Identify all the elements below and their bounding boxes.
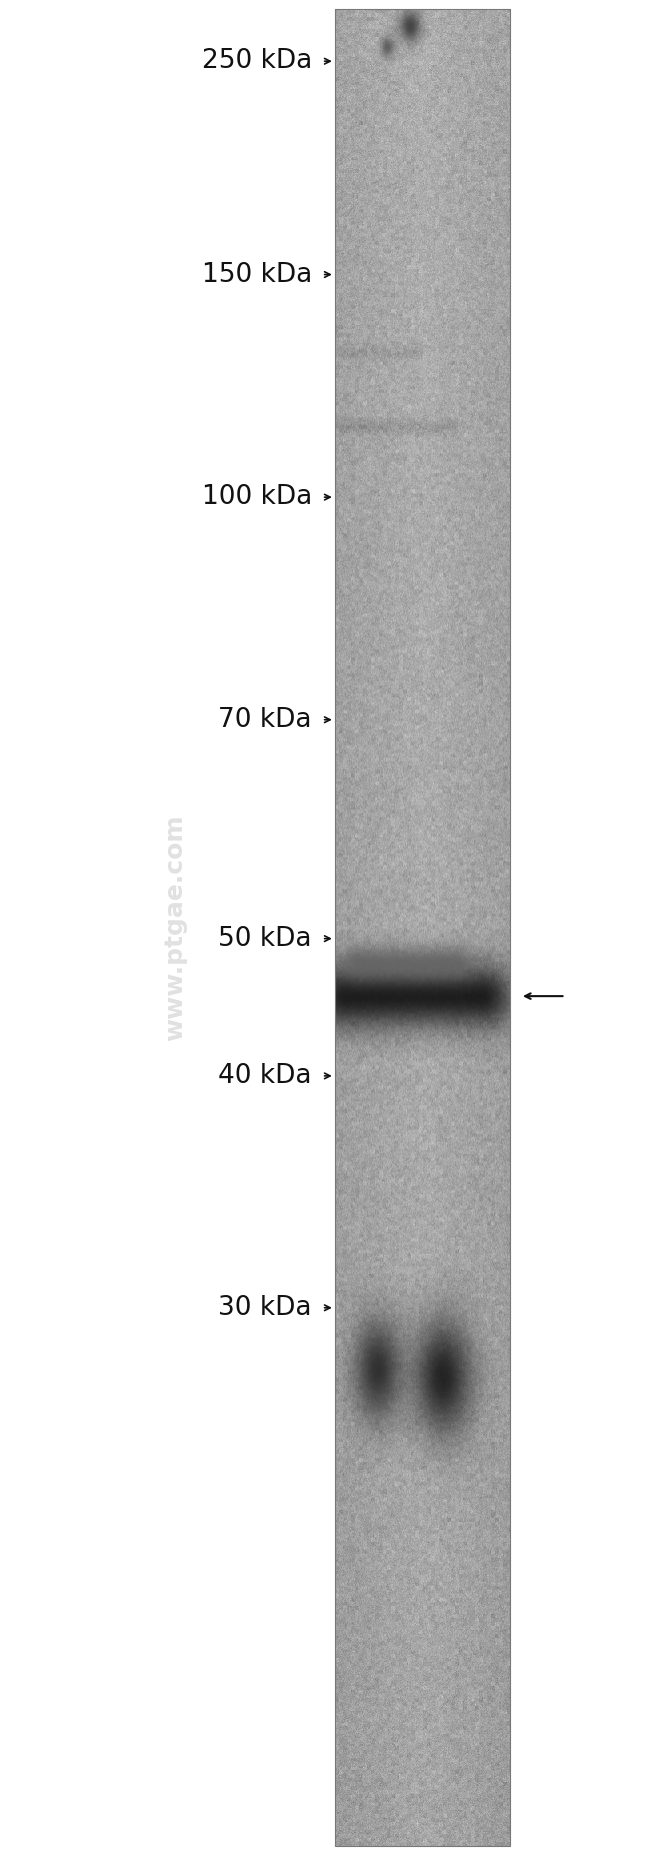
Text: 40 kDa: 40 kDa bbox=[218, 1063, 312, 1089]
Text: 250 kDa: 250 kDa bbox=[202, 48, 312, 74]
Text: www.ptgae.com: www.ptgae.com bbox=[164, 814, 187, 1041]
Text: 100 kDa: 100 kDa bbox=[202, 484, 312, 510]
Text: 50 kDa: 50 kDa bbox=[218, 926, 312, 952]
Bar bbox=[335, 9, 510, 1846]
Text: 30 kDa: 30 kDa bbox=[218, 1295, 312, 1321]
Text: 70 kDa: 70 kDa bbox=[218, 707, 312, 733]
Text: 150 kDa: 150 kDa bbox=[202, 262, 312, 288]
